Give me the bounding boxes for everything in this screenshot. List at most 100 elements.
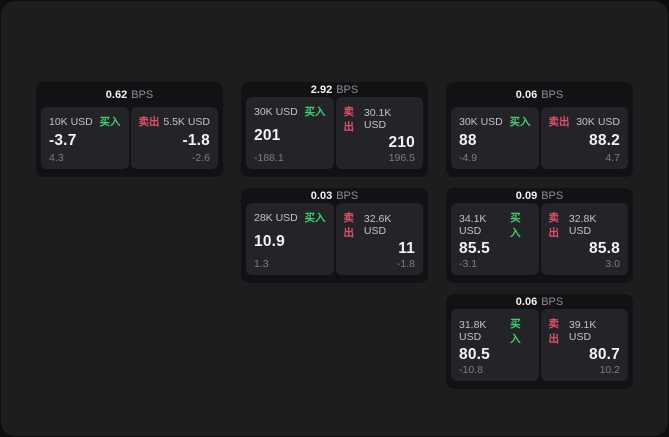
sell-side-label: 卖出 — [343, 106, 355, 133]
quote-card: 0.06 BPS 30K USD 买入 88 -4.9 卖出 30K USD 8… — [446, 82, 633, 177]
sell-sub-value: 4.7 — [605, 152, 620, 164]
buy-sub-value: -4.9 — [459, 152, 478, 164]
buy-top-row: 30K USD 买入 — [254, 104, 326, 119]
buy-top-row: 28K USD 买入 — [254, 210, 326, 225]
quote-panels: 10K USD 买入 -3.7 4.3 卖出 5.5K USD -1.8 -2.… — [41, 107, 218, 169]
buy-amount: 31.8K USD — [459, 319, 487, 343]
sell-sub-value: 10.2 — [599, 364, 620, 376]
sell-amount: 5.5K USD — [163, 115, 210, 128]
quote-panels: 34.1K USD 买入 85.5 -3.1 卖出 32.8K USD 85.8… — [451, 203, 628, 275]
bps-value: 0.03 — [310, 189, 333, 202]
buy-side-label: 买入 — [304, 106, 326, 118]
sell-price: -1.8 — [182, 131, 210, 149]
card-header: 0.03 BPS — [246, 188, 423, 203]
sell-price: 88.2 — [589, 131, 620, 149]
card-header: 0.62 BPS — [41, 82, 218, 107]
sell-sub-value: 3.0 — [605, 258, 620, 270]
bps-value: 0.06 — [515, 88, 538, 101]
buy-panel[interactable]: 28K USD 买入 10.9 1.3 — [246, 203, 334, 275]
sell-price: 80.7 — [589, 346, 620, 363]
buy-panel[interactable]: 31.8K USD 买入 80.5 -10.8 — [451, 309, 539, 381]
sell-amount: 39.1K USD — [568, 319, 597, 343]
card-header: 0.09 BPS — [451, 188, 628, 203]
sell-sub-value: -1.8 — [396, 258, 415, 270]
bps-unit-label: BPS — [336, 189, 359, 202]
quote-panels: 30K USD 买入 201 -188.1 卖出 30.1K USD 210 1… — [246, 97, 423, 169]
quote-card: 0.09 BPS 34.1K USD 买入 85.5 -3.1 卖出 32.8K… — [446, 188, 633, 283]
sell-amount: 32.6K USD — [363, 213, 392, 237]
sell-panel[interactable]: 卖出 30.1K USD 210 196.5 — [335, 97, 423, 169]
sell-panel[interactable]: 卖出 39.1K USD 80.7 10.2 — [540, 309, 628, 381]
sell-amount: 30K USD — [576, 115, 620, 128]
buy-price: -3.7 — [49, 131, 77, 149]
buy-amount: 34.1K USD — [459, 213, 487, 237]
buy-amount: 30K USD — [254, 105, 298, 118]
buy-price: 88 — [459, 131, 477, 149]
buy-panel[interactable]: 10K USD 买入 -3.7 4.3 — [41, 107, 129, 169]
sell-panel[interactable]: 卖出 30K USD 88.2 4.7 — [540, 107, 628, 169]
buy-top-row: 10K USD 买入 — [49, 114, 121, 129]
bps-unit-label: BPS — [336, 83, 359, 96]
sell-top-row: 卖出 30.1K USD — [344, 104, 416, 134]
buy-amount: 30K USD — [459, 115, 503, 128]
sell-top-row: 卖出 39.1K USD — [549, 316, 621, 346]
sell-amount: 32.8K USD — [568, 213, 597, 237]
buy-top-row: 31.8K USD 买入 — [459, 316, 531, 346]
bps-value: 0.06 — [515, 295, 538, 308]
bps-unit-label: BPS — [541, 295, 564, 308]
sell-top-row: 卖出 5.5K USD — [139, 114, 211, 129]
buy-top-row: 30K USD 买入 — [459, 114, 531, 129]
buy-sub-value: 1.3 — [254, 258, 269, 270]
quote-card: 2.92 BPS 30K USD 买入 201 -188.1 卖出 30.1K … — [241, 82, 428, 177]
sell-panel[interactable]: 卖出 32.8K USD 85.8 3.0 — [540, 203, 628, 275]
sell-sub-value: 196.5 — [388, 152, 415, 164]
buy-amount: 10K USD — [49, 115, 93, 128]
sell-side-label: 卖出 — [138, 116, 160, 128]
buy-sub-value: -188.1 — [254, 152, 284, 164]
buy-price: 10.9 — [254, 232, 285, 250]
buy-panel[interactable]: 34.1K USD 买入 85.5 -3.1 — [451, 203, 539, 275]
quote-panels: 28K USD 买入 10.9 1.3 卖出 32.6K USD 11 -1.8 — [246, 203, 423, 275]
buy-side-label: 买入 — [509, 116, 531, 128]
bps-unit-label: BPS — [541, 88, 564, 101]
bps-value: 0.62 — [105, 88, 128, 101]
sell-top-row: 卖出 32.6K USD — [344, 210, 416, 240]
sell-side-label: 卖出 — [548, 116, 570, 128]
quote-card: 0.62 BPS 10K USD 买入 -3.7 4.3 卖出 5.5K USD… — [36, 82, 223, 177]
buy-side-label: 买入 — [510, 318, 521, 345]
sell-price: 11 — [398, 240, 415, 257]
buy-sub-value: -10.8 — [459, 364, 483, 376]
sell-panel[interactable]: 卖出 5.5K USD -1.8 -2.6 — [130, 107, 218, 169]
card-header: 0.06 BPS — [451, 82, 628, 107]
bps-value: 0.09 — [515, 189, 538, 202]
buy-sub-value: -3.1 — [459, 258, 478, 270]
sell-amount: 30.1K USD — [363, 107, 392, 131]
sell-top-row: 卖出 30K USD — [549, 114, 621, 129]
quote-card: 0.06 BPS 31.8K USD 买入 80.5 -10.8 卖出 39.1… — [446, 294, 633, 389]
sell-sub-value: -2.6 — [191, 152, 210, 164]
sell-side-label: 卖出 — [343, 212, 355, 239]
bps-unit-label: BPS — [541, 189, 564, 202]
sell-panel[interactable]: 卖出 32.6K USD 11 -1.8 — [335, 203, 423, 275]
buy-price: 201 — [254, 126, 281, 144]
sell-side-label: 卖出 — [548, 318, 560, 345]
buy-side-label: 买入 — [304, 212, 326, 224]
buy-side-label: 买入 — [99, 116, 121, 128]
sell-side-label: 卖出 — [548, 212, 560, 239]
buy-panel[interactable]: 30K USD 买入 88 -4.9 — [451, 107, 539, 169]
quote-panels: 30K USD 买入 88 -4.9 卖出 30K USD 88.2 4.7 — [451, 107, 628, 169]
cards-grid: 0.62 BPS 10K USD 买入 -3.7 4.3 卖出 5.5K USD… — [1, 1, 668, 389]
buy-panel[interactable]: 30K USD 买入 201 -188.1 — [246, 97, 334, 169]
card-header: 2.92 BPS — [246, 82, 423, 97]
bps-unit-label: BPS — [131, 88, 154, 101]
buy-top-row: 34.1K USD 买入 — [459, 210, 531, 240]
quote-card: 0.03 BPS 28K USD 买入 10.9 1.3 卖出 32.6K US… — [241, 188, 428, 283]
sell-price: 85.8 — [589, 240, 620, 257]
buy-amount: 28K USD — [254, 211, 298, 224]
buy-side-label: 买入 — [510, 212, 521, 239]
sell-price: 210 — [388, 134, 415, 151]
buy-price: 80.5 — [459, 346, 490, 363]
quote-panels: 31.8K USD 买入 80.5 -10.8 卖出 39.1K USD 80.… — [451, 309, 628, 381]
card-header: 0.06 BPS — [451, 294, 628, 309]
